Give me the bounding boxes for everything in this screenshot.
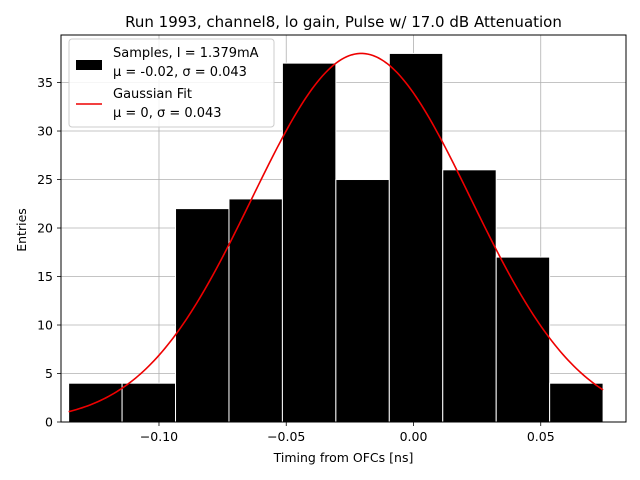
histogram-bar — [175, 208, 230, 423]
histogram-bar — [388, 52, 444, 423]
histogram-bars — [68, 52, 604, 423]
histogram-bar — [121, 382, 177, 423]
legend-fit-label: Gaussian Fit — [113, 87, 192, 102]
legend-histogram-swatch — [76, 60, 102, 70]
y-tick-label: 0 — [45, 415, 53, 430]
x-axis-label: Timing from OFCs [ns] — [273, 450, 414, 465]
x-tick-label: −0.10 — [140, 429, 178, 444]
x-tick-label: 0.00 — [400, 429, 428, 444]
y-tick-label: 5 — [45, 366, 53, 381]
legend-histogram-label: Samples, I = 1.379mA — [113, 46, 259, 61]
y-tick-label: 35 — [37, 75, 53, 90]
y-axis-ticks: 0 5 10 15 20 25 30 35 — [37, 75, 61, 430]
y-axis-label: Entries — [14, 208, 29, 252]
legend-histogram-stats: μ = -0.02, σ = 0.043 — [113, 65, 247, 80]
chart-title: Run 1993, channel8, lo gain, Pulse w/ 17… — [125, 13, 562, 31]
x-axis-ticks: −0.10 −0.05 0.00 0.05 — [140, 422, 555, 444]
histogram-bar — [549, 382, 604, 423]
histogram-bar — [495, 256, 551, 423]
histogram-bar — [335, 179, 390, 423]
y-tick-label: 25 — [37, 172, 53, 187]
y-tick-label: 30 — [37, 124, 53, 139]
x-tick-label: 0.05 — [527, 429, 555, 444]
plot-frame — [60, 34, 627, 423]
legend-fit-stats: μ = 0, σ = 0.043 — [113, 106, 222, 121]
y-tick-label: 10 — [37, 318, 53, 333]
histogram-bar — [442, 169, 497, 423]
legend: Samples, I = 1.379mA μ = -0.02, σ = 0.04… — [68, 38, 275, 128]
y-tick-label: 15 — [37, 269, 53, 284]
gaussian-fit-line — [68, 52, 604, 413]
x-tick-label: −0.05 — [267, 429, 305, 444]
legend-box — [68, 38, 275, 128]
y-tick-label: 20 — [37, 221, 53, 236]
histogram-bar — [281, 62, 337, 423]
histogram-bar — [228, 198, 283, 423]
